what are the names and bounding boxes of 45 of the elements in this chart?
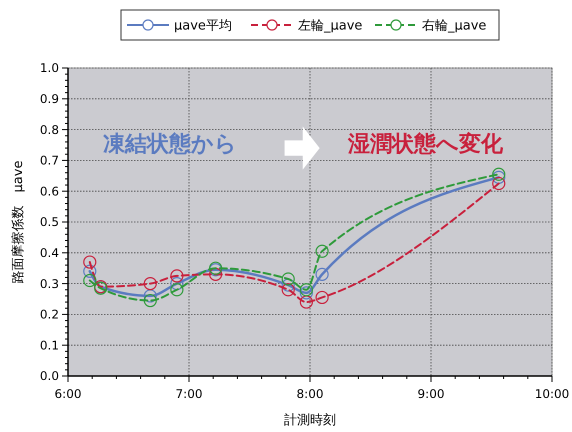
point — [83, 255, 96, 269]
point — [316, 290, 329, 304]
x-axis-title: 計測時刻 — [284, 413, 336, 428]
y-tick-label: 0.6 — [40, 184, 59, 198]
x-tick-label: 7:00 — [176, 387, 202, 401]
legend-label: 左輪_μave — [298, 18, 362, 34]
point — [144, 289, 157, 303]
point — [170, 269, 184, 282]
point — [492, 176, 506, 190]
annotation: 湿潤状態へ変化 — [347, 131, 504, 158]
y-tick-label: 0.9 — [40, 92, 59, 106]
x-tick-label: 6:00 — [54, 387, 82, 401]
y-tick-label: 0.4 — [40, 246, 59, 260]
point — [144, 294, 157, 308]
point — [282, 272, 295, 286]
point — [282, 283, 295, 296]
x-tick-label: 8:00 — [296, 387, 324, 401]
y-tick-label: 1.0 — [40, 61, 59, 76]
annotation: 凍結状態から — [103, 131, 237, 158]
point — [316, 268, 329, 281]
legend-label: 右輪_μave — [422, 18, 486, 34]
point — [316, 244, 329, 258]
legend-label: μave平均 — [174, 18, 232, 34]
point — [492, 168, 506, 181]
point — [170, 283, 184, 296]
point — [282, 278, 295, 292]
x-tick-label: 9:00 — [418, 387, 444, 401]
point — [83, 264, 96, 278]
y-tick-label: 0.2 — [40, 308, 59, 322]
y-tick-label: 0.0 — [40, 369, 59, 384]
point — [300, 295, 313, 309]
point — [170, 277, 184, 290]
y-tick-label: 0.3 — [40, 276, 59, 291]
point — [83, 274, 96, 288]
y-tick-label: 0.5 — [40, 215, 59, 230]
y-tick-label: 0.7 — [40, 154, 59, 168]
point — [144, 277, 157, 290]
y-tick-label: 0.1 — [40, 338, 59, 352]
point — [300, 286, 313, 300]
point — [209, 268, 222, 281]
y-tick-label: 0.8 — [40, 122, 59, 137]
y-axis-title: 路面摩擦係数 μave — [11, 160, 26, 284]
point — [300, 283, 313, 296]
point — [492, 170, 506, 184]
x-tick-label: 10:00 — [534, 387, 570, 401]
